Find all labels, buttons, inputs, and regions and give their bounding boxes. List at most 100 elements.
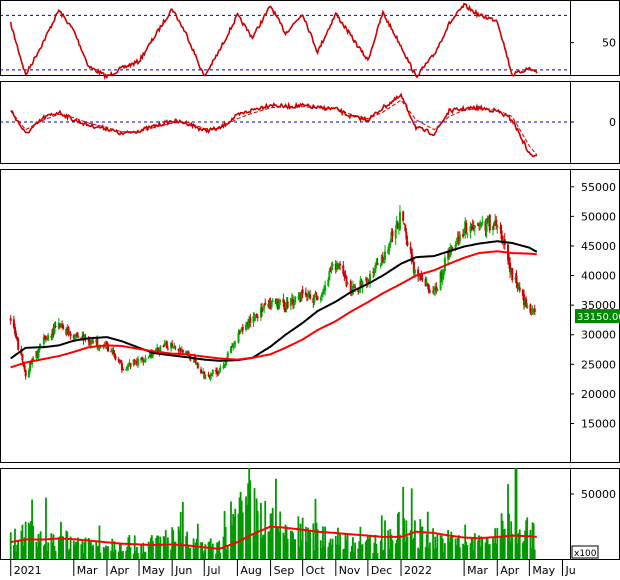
volume-bar-346 (529, 529, 532, 559)
candle-body-284 (435, 286, 438, 292)
candle-body-86 (140, 358, 143, 361)
candle-210 (324, 280, 327, 296)
candle-body-59 (98, 348, 101, 350)
candle-15 (32, 356, 35, 361)
candle-39 (68, 330, 71, 335)
candle-body-216 (334, 263, 337, 270)
candle-body-218 (336, 265, 339, 267)
volume-bar-277 (425, 534, 428, 559)
candle-279 (427, 284, 430, 294)
candle-body-69 (113, 352, 116, 357)
candle-body-232 (358, 289, 361, 291)
volume-bar-66 (110, 550, 113, 559)
volume-bar-147 (231, 525, 233, 559)
candle-324 (495, 216, 498, 230)
candle-body-321 (492, 225, 495, 230)
candle-287 (440, 269, 443, 283)
candle-body-296 (454, 244, 457, 250)
volume-bar-168 (262, 534, 264, 559)
candle-body-135 (211, 370, 214, 375)
volume-bar-53 (90, 542, 92, 559)
volume-bar-82 (133, 535, 136, 559)
candle-193 (299, 292, 302, 303)
volume-bar-260 (399, 534, 401, 559)
candle-85 (136, 355, 139, 368)
volume-bar-84 (135, 546, 138, 559)
volume-bar-31 (57, 537, 60, 559)
candle-179 (278, 298, 281, 310)
candle-body-145 (226, 352, 229, 358)
volume-bar-232 (358, 541, 361, 559)
volume-bar-274 (420, 526, 423, 559)
candle-body-91 (147, 356, 150, 359)
volume-average-0 (10, 525, 537, 550)
candle-154 (240, 327, 243, 332)
candle-body-109 (173, 345, 176, 347)
volume-bar-173 (269, 513, 272, 559)
candle-body-130 (204, 374, 207, 379)
volume-bar-111 (177, 526, 180, 559)
candle-body-124 (195, 363, 198, 365)
candle-body-344 (525, 298, 528, 307)
volume-bar-99 (158, 542, 161, 559)
candle-body-0 (9, 318, 12, 321)
volume-bar-233 (359, 526, 362, 559)
candle-body-74 (120, 362, 123, 370)
candle-178 (277, 298, 280, 311)
volume-bar-176 (275, 478, 277, 559)
candle-308 (471, 219, 474, 231)
candle-body-220 (339, 264, 342, 266)
volume-bar-39 (68, 548, 71, 559)
candle-28 (52, 323, 55, 338)
candle-body-26 (50, 336, 53, 338)
candle-148 (232, 343, 235, 351)
volume-bar-282 (433, 549, 436, 559)
volume-bar-280 (429, 542, 431, 559)
candle-203 (314, 290, 317, 295)
candle-body-281 (432, 291, 435, 293)
volume-bar-207 (320, 547, 323, 559)
volume-bar-208 (322, 526, 324, 559)
candle-body-243 (374, 265, 377, 273)
volume-bar-80 (129, 547, 132, 559)
candle-52 (88, 337, 91, 348)
candle-175 (271, 298, 274, 303)
candle-102 (163, 339, 166, 347)
candle-37 (66, 324, 69, 335)
volume-bar-318 (486, 536, 489, 559)
candle-71 (117, 356, 120, 363)
candle-88 (142, 358, 145, 366)
candle-body-345 (526, 305, 529, 309)
candle-45 (77, 332, 80, 339)
volume-bar-265 (406, 536, 409, 559)
candle-body-231 (357, 289, 360, 293)
volume-bar-339 (517, 533, 520, 559)
candle-172 (268, 297, 271, 310)
volume-bar-50 (84, 537, 87, 559)
candle-306 (469, 222, 472, 239)
candle-body-248 (381, 256, 384, 263)
candle-345 (526, 303, 529, 310)
volume-bar-37 (66, 531, 69, 559)
candle-body-29 (53, 326, 56, 334)
candle-107 (171, 340, 174, 349)
volume-bar-227 (350, 545, 353, 559)
candle-115 (181, 349, 184, 354)
candle-body-81 (132, 359, 135, 366)
volume-bar-38 (67, 550, 70, 559)
volume-bar-308 (471, 538, 474, 559)
candle-111 (177, 348, 180, 354)
candle-body-337 (515, 275, 518, 283)
volume-bar-48 (82, 553, 85, 559)
candle-168 (262, 308, 265, 311)
candle-body-209 (323, 289, 326, 291)
volume-bar-299 (457, 535, 460, 559)
volume-bar-158 (247, 483, 250, 559)
candle-body-77 (126, 366, 129, 370)
candle-212 (328, 267, 331, 281)
volume-bar-162 (253, 488, 256, 559)
volume-bar-307 (470, 537, 473, 559)
candle-body-80 (129, 362, 132, 367)
candle-body-300 (458, 234, 461, 242)
candle-body-257 (395, 220, 398, 228)
